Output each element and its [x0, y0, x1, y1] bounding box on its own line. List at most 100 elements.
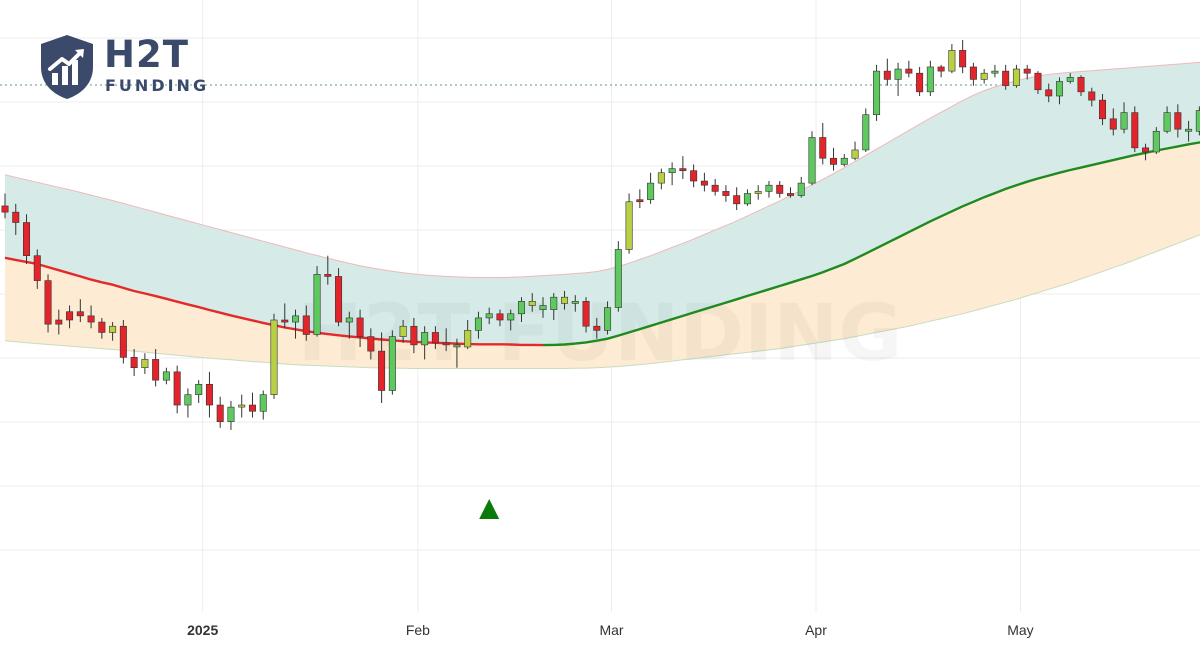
candle-body-61	[657, 172, 665, 184]
x-tick-label-4: May	[1007, 622, 1033, 638]
candle-body-103	[1109, 118, 1117, 130]
candle-body-76	[819, 137, 827, 159]
candle-15	[162, 367, 170, 385]
candle-body-31	[335, 276, 343, 323]
candle-body-58	[625, 201, 633, 250]
candle-body-41	[442, 342, 450, 346]
candle-body-70	[754, 191, 762, 194]
candle-58	[625, 193, 633, 254]
candle-30	[324, 255, 332, 285]
candle-body-47	[507, 313, 515, 321]
candle-body-109	[1174, 112, 1182, 130]
candle-72	[776, 181, 784, 198]
candle-97	[1045, 83, 1053, 103]
candle-body-67	[722, 191, 730, 196]
candle-88	[948, 44, 956, 74]
candle-61	[657, 168, 665, 190]
candle-93	[1002, 64, 1010, 90]
candle-body-73	[786, 193, 794, 196]
candle-98	[1055, 77, 1063, 105]
candle-body-78	[840, 157, 848, 165]
candle-6	[66, 305, 74, 329]
candle-85	[916, 66, 924, 96]
candle-body-37	[399, 325, 407, 337]
candle-26	[281, 303, 289, 329]
candle-52	[561, 290, 569, 310]
candle-body-74	[797, 182, 805, 196]
candle-body-24	[259, 394, 267, 412]
candle-body-25	[270, 319, 278, 395]
candle-body-86	[926, 66, 934, 93]
candle-body-68	[733, 195, 741, 205]
candle-body-40	[431, 332, 439, 344]
candle-body-53	[571, 301, 579, 304]
candle-14	[152, 349, 160, 387]
candle-body-110	[1185, 128, 1193, 132]
candle-body-18	[195, 383, 203, 395]
candle-40	[431, 326, 439, 350]
candle-body-93	[1002, 70, 1010, 86]
candle-body-1	[12, 211, 20, 223]
candle-55	[593, 317, 601, 339]
candle-21	[227, 400, 235, 430]
candle-62	[668, 162, 676, 186]
candles	[1, 40, 1200, 430]
candle-101	[1088, 87, 1096, 107]
candle-57	[614, 241, 622, 312]
candle-12	[130, 349, 138, 376]
candle-body-63	[679, 168, 687, 171]
candle-body-15	[162, 371, 170, 381]
candle-111	[1195, 106, 1200, 136]
candle-94	[1012, 64, 1020, 88]
candle-body-33	[356, 317, 364, 337]
candle-body-99	[1066, 77, 1074, 82]
candle-63	[679, 156, 687, 179]
candle-body-65	[700, 180, 708, 186]
candle-body-49	[528, 301, 536, 306]
candle-25	[270, 313, 278, 399]
lower-band-fill	[5, 142, 1200, 369]
candle-34	[367, 328, 375, 360]
candle-50	[539, 297, 547, 318]
candle-body-95	[1023, 68, 1031, 74]
candle-body-87	[937, 66, 945, 72]
candle-body-9	[98, 321, 106, 333]
candle-body-27	[292, 315, 300, 323]
candle-body-36	[388, 336, 396, 391]
candle-body-23	[248, 404, 256, 412]
candle-39	[421, 326, 429, 360]
candle-69	[743, 189, 751, 206]
candle-body-28	[302, 315, 310, 335]
candle-body-5	[55, 319, 63, 325]
candle-body-54	[582, 301, 590, 327]
candle-99	[1066, 73, 1074, 84]
candle-body-7	[76, 311, 84, 317]
candle-body-100	[1077, 77, 1085, 93]
candle-body-108	[1163, 112, 1171, 132]
candle-body-17	[184, 394, 192, 406]
candle-46	[496, 309, 504, 327]
candle-body-88	[948, 50, 956, 72]
candle-27	[292, 309, 300, 339]
candle-19	[205, 371, 213, 418]
candle-body-50	[539, 305, 547, 310]
lower-band-line	[4, 234, 1200, 369]
candle-102	[1099, 93, 1107, 126]
candle-body-29	[313, 274, 321, 335]
candle-body-98	[1055, 81, 1063, 97]
bands	[4, 61, 1200, 369]
candle-56	[604, 301, 612, 335]
candle-90	[969, 62, 977, 86]
candle-body-89	[959, 50, 967, 68]
candle-54	[582, 297, 590, 333]
candle-body-32	[345, 317, 353, 323]
candle-body-16	[173, 371, 181, 406]
candle-18	[195, 380, 203, 403]
candle-17	[184, 388, 192, 418]
candle-body-13	[141, 359, 149, 369]
signal-marker	[479, 499, 500, 519]
candle-60	[647, 172, 655, 204]
candle-body-43	[464, 330, 472, 348]
candle-body-60	[647, 182, 655, 201]
candle-5	[55, 309, 63, 335]
